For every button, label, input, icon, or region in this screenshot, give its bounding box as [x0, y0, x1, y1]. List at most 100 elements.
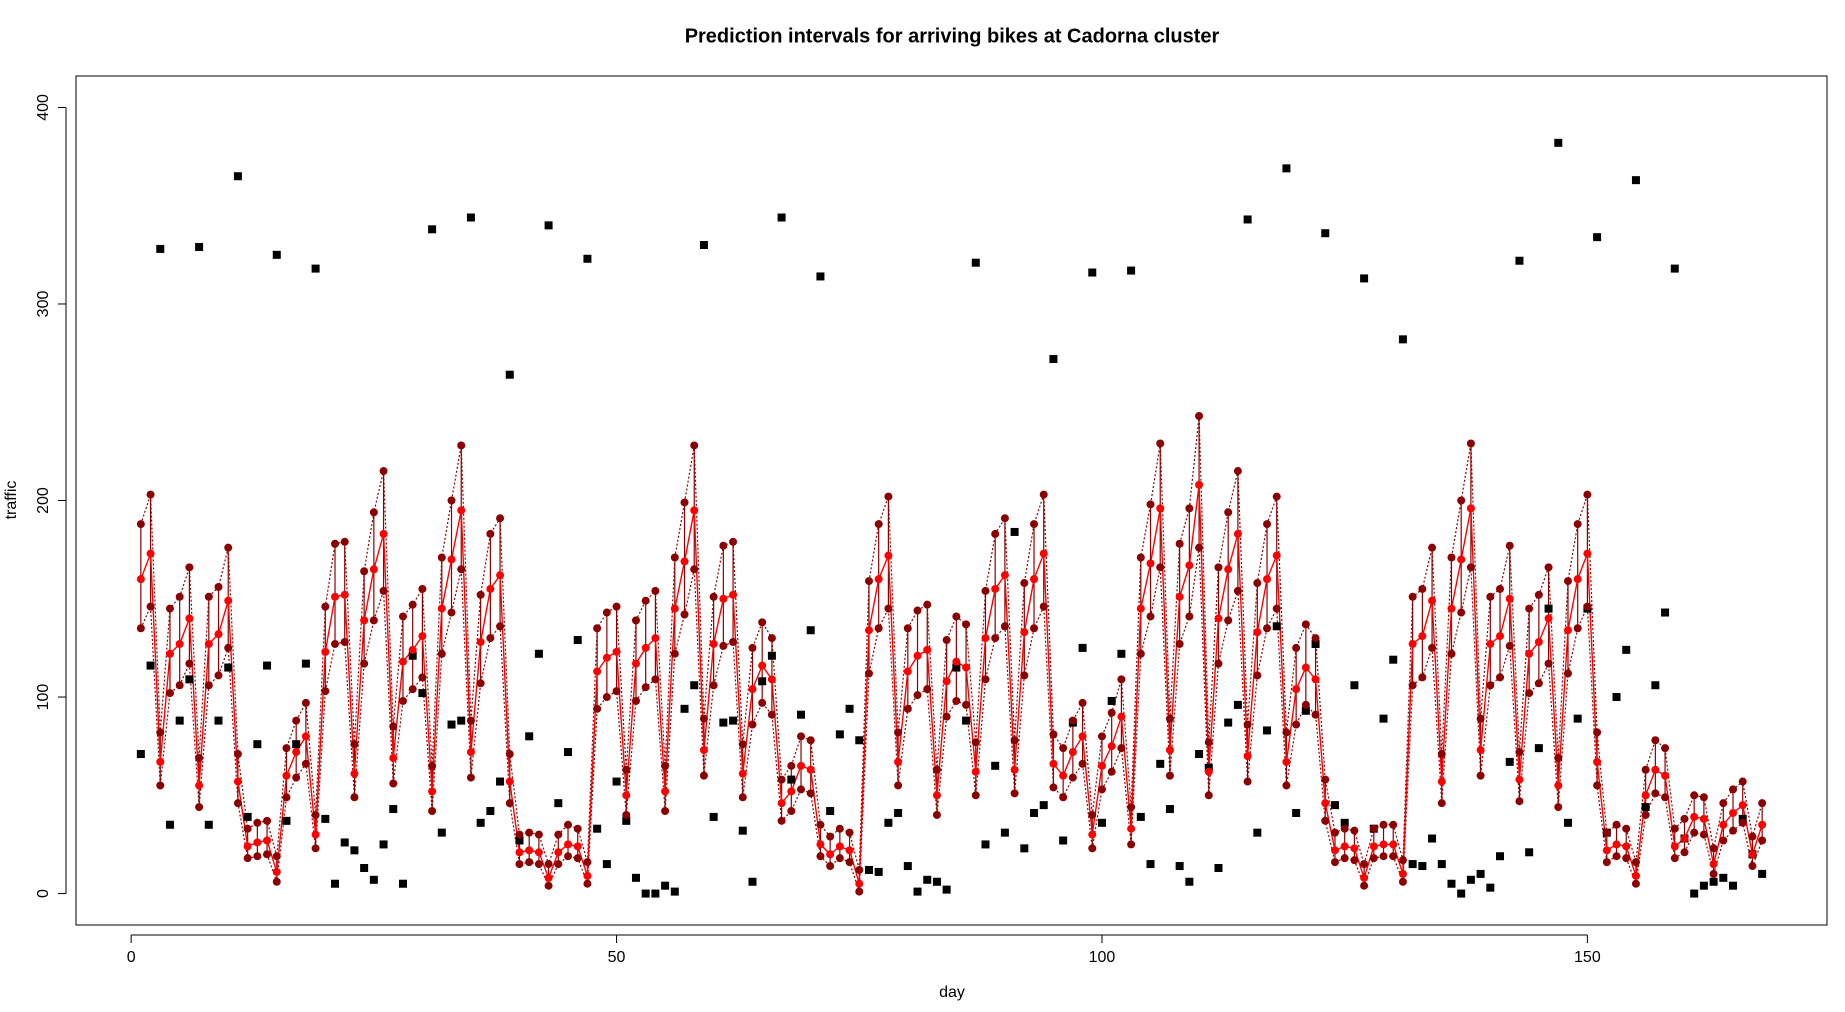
data-point: [389, 805, 398, 814]
data-point: [1699, 830, 1708, 839]
data-point: [1709, 869, 1718, 878]
data-point: [903, 862, 912, 871]
data-point: [301, 732, 310, 741]
data-point: [748, 643, 757, 652]
data-point: [534, 860, 543, 869]
data-point: [1457, 496, 1466, 505]
data-point: [1573, 624, 1582, 633]
data-point: [991, 529, 1000, 538]
data-point: [204, 592, 213, 601]
data-point: [1398, 877, 1407, 886]
data-point: [1039, 602, 1048, 611]
data-point: [1301, 663, 1310, 672]
data-point: [272, 250, 281, 259]
data-point: [1379, 852, 1388, 861]
data-point: [1311, 675, 1320, 684]
data-point: [971, 791, 980, 800]
data-point: [709, 639, 718, 648]
data-point: [952, 657, 961, 666]
data-point: [292, 748, 301, 757]
data-point: [1573, 575, 1582, 584]
data-point: [398, 612, 407, 621]
data-point: [1263, 520, 1272, 529]
data-point: [602, 608, 611, 617]
data-point: [243, 854, 252, 863]
data-point: [612, 687, 621, 696]
data-point: [1321, 799, 1330, 808]
data-point: [631, 616, 640, 625]
data-point: [1146, 500, 1155, 509]
data-point: [476, 818, 485, 827]
data-point: [1641, 810, 1650, 819]
data-point: [1049, 759, 1058, 768]
data-point: [1010, 789, 1019, 798]
data-point: [408, 685, 417, 694]
data-point: [1282, 781, 1291, 790]
data-point: [321, 602, 330, 611]
data-point: [1059, 793, 1068, 802]
data-point: [534, 649, 543, 658]
data-point: [962, 620, 971, 629]
data-point: [340, 838, 349, 847]
x-axis-label: day: [939, 984, 965, 1001]
data-point: [272, 877, 281, 886]
data-point: [437, 553, 446, 562]
data-point: [1709, 844, 1718, 853]
data-point: [855, 865, 864, 874]
data-point: [719, 718, 728, 727]
data-point: [1214, 659, 1223, 668]
data-point: [583, 871, 592, 880]
data-point: [894, 757, 903, 766]
data-point: [263, 661, 272, 670]
data-point: [1447, 553, 1456, 562]
data-point: [1573, 520, 1582, 529]
data-point: [486, 807, 495, 816]
data-point: [622, 810, 631, 819]
data-point: [311, 264, 320, 273]
data-point: [612, 602, 621, 611]
data-point: [1049, 730, 1058, 739]
data-point: [1059, 836, 1068, 845]
data-point: [1263, 575, 1272, 584]
data-point: [1010, 527, 1019, 536]
data-point: [1165, 805, 1174, 814]
data-point: [1408, 639, 1417, 648]
data-point: [573, 636, 582, 645]
data-point: [1457, 889, 1466, 898]
data-point: [855, 736, 864, 745]
data-point: [1340, 818, 1349, 827]
data-point: [1525, 604, 1534, 613]
data-point: [1612, 693, 1621, 702]
data-point: [729, 537, 738, 546]
data-point: [1175, 862, 1184, 871]
data-point: [428, 225, 437, 234]
data-point: [1544, 563, 1553, 572]
data-point: [505, 370, 514, 379]
data-point: [835, 854, 844, 863]
data-point: [826, 832, 835, 841]
data-point: [845, 858, 854, 867]
data-point: [1000, 514, 1009, 523]
data-point: [1738, 801, 1747, 810]
data-point: [758, 661, 767, 670]
data-point: [466, 773, 475, 782]
data-point: [340, 590, 349, 599]
data-point: [243, 812, 252, 821]
data-point: [1418, 673, 1427, 682]
data-point: [1321, 816, 1330, 825]
data-point: [738, 826, 747, 835]
data-point: [554, 860, 563, 869]
data-point: [942, 885, 951, 894]
data-point: [466, 748, 475, 757]
data-point: [1583, 602, 1592, 611]
data-point: [1651, 681, 1660, 690]
data-point: [1263, 726, 1272, 735]
data-point: [1602, 846, 1611, 855]
data-point: [874, 520, 883, 529]
data-point: [864, 865, 873, 874]
data-point: [1680, 814, 1689, 823]
data-point: [496, 571, 505, 580]
data-point: [1360, 274, 1369, 283]
data-point: [767, 675, 776, 684]
data-point: [1224, 565, 1233, 574]
